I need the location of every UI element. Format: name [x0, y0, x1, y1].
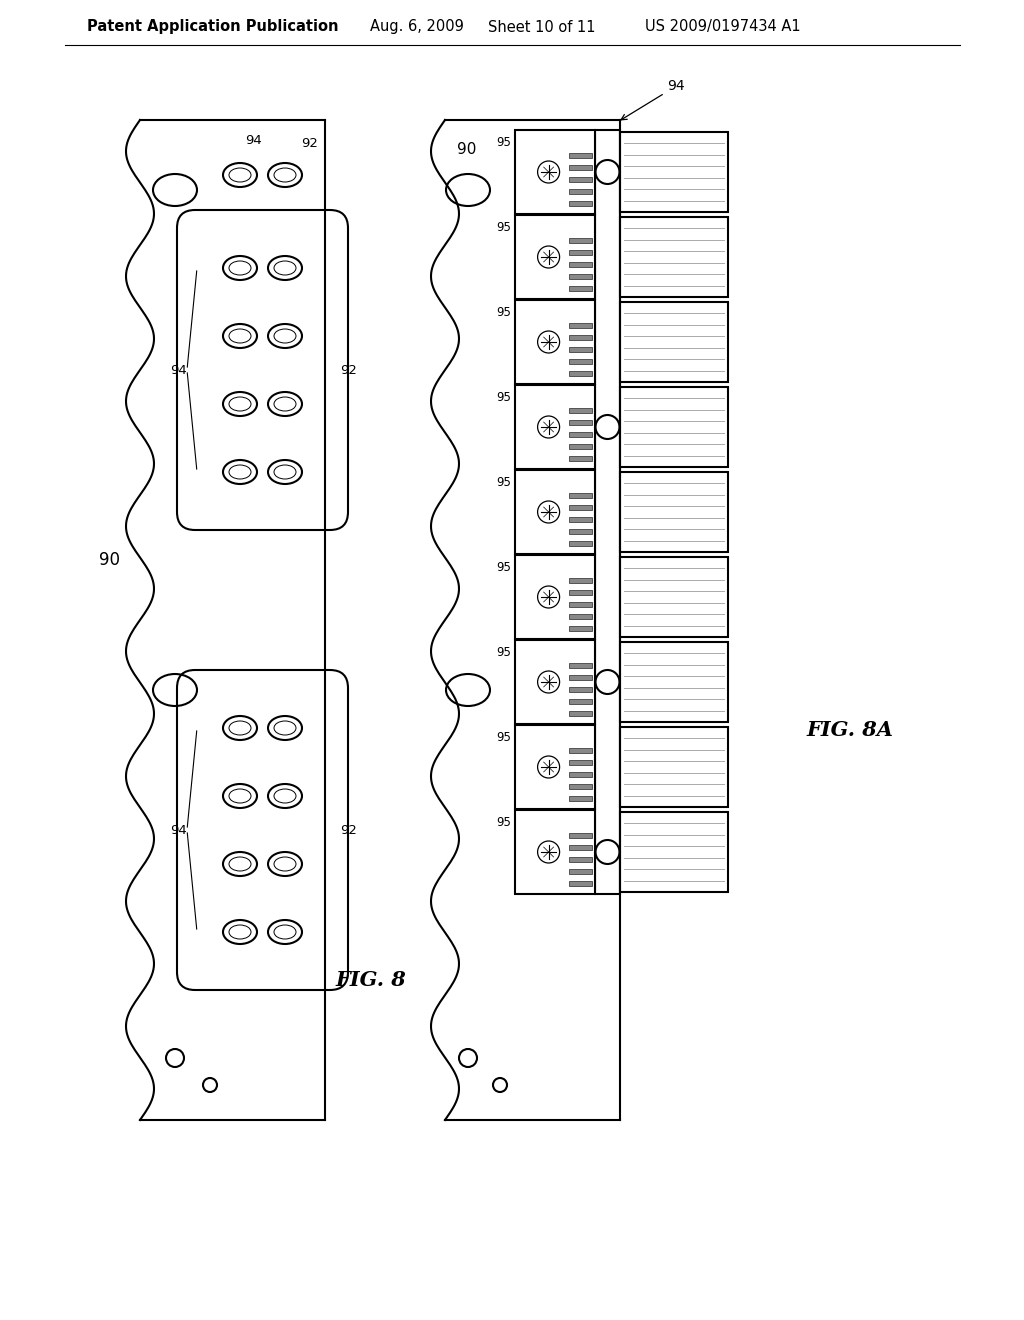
Bar	[569, 323, 592, 327]
Text: 95: 95	[496, 220, 511, 234]
Bar	[620, 727, 728, 807]
Bar	[569, 444, 592, 449]
Bar	[569, 880, 592, 886]
Bar	[569, 455, 592, 461]
Bar	[569, 347, 592, 352]
Bar	[569, 626, 592, 631]
Bar	[569, 420, 592, 425]
Text: 94: 94	[170, 363, 187, 376]
Text: 94: 94	[245, 135, 262, 147]
Bar	[569, 845, 592, 850]
Text: 92: 92	[340, 824, 357, 837]
Bar	[569, 177, 592, 182]
Text: Sheet 10 of 11: Sheet 10 of 11	[488, 20, 596, 34]
Bar	[569, 238, 592, 243]
Text: 90: 90	[99, 550, 121, 569]
Bar	[620, 132, 728, 213]
Bar	[569, 663, 592, 668]
Bar	[515, 554, 595, 639]
Bar	[569, 165, 592, 170]
Bar	[569, 590, 592, 595]
Bar	[569, 261, 592, 267]
Bar	[569, 711, 592, 715]
Bar	[569, 408, 592, 413]
Bar	[569, 602, 592, 607]
Text: 95: 95	[496, 816, 511, 829]
Bar	[569, 371, 592, 376]
Bar	[569, 359, 592, 364]
Bar	[620, 216, 728, 297]
Bar	[569, 614, 592, 619]
Text: 95: 95	[496, 477, 511, 488]
Bar	[620, 387, 728, 467]
Bar	[569, 772, 592, 777]
Text: FIG. 8A: FIG. 8A	[807, 719, 894, 741]
Bar	[569, 796, 592, 801]
Bar	[569, 335, 592, 341]
Text: 95: 95	[496, 391, 511, 404]
Bar	[569, 275, 592, 279]
Text: 90: 90	[457, 143, 476, 157]
Bar	[569, 529, 592, 535]
Bar	[569, 675, 592, 680]
Bar	[515, 725, 595, 809]
Bar	[569, 869, 592, 874]
Bar	[569, 517, 592, 521]
Bar	[515, 640, 595, 723]
Bar	[620, 473, 728, 552]
Bar	[569, 189, 592, 194]
Bar	[569, 784, 592, 789]
Bar	[569, 506, 592, 510]
Text: 95: 95	[496, 136, 511, 149]
Bar	[569, 153, 592, 158]
Bar	[515, 300, 595, 384]
Text: 94: 94	[622, 79, 685, 120]
Bar	[515, 470, 595, 554]
Bar	[569, 201, 592, 206]
Text: 95: 95	[496, 731, 511, 744]
Text: 92: 92	[301, 137, 317, 150]
Bar	[569, 748, 592, 752]
Bar	[620, 812, 728, 892]
Bar	[569, 686, 592, 692]
Text: 94: 94	[170, 824, 187, 837]
Bar	[569, 700, 592, 704]
Text: 95: 95	[496, 645, 511, 659]
Bar	[569, 432, 592, 437]
Text: 95: 95	[496, 306, 511, 319]
Bar	[569, 760, 592, 766]
Bar	[569, 286, 592, 290]
Bar	[569, 492, 592, 498]
Bar	[515, 215, 595, 300]
Bar	[620, 302, 728, 381]
Bar	[569, 833, 592, 838]
Bar	[515, 129, 595, 214]
Bar	[569, 857, 592, 862]
Bar	[569, 578, 592, 583]
Text: FIG. 8: FIG. 8	[335, 970, 406, 990]
Bar	[569, 249, 592, 255]
Text: Aug. 6, 2009: Aug. 6, 2009	[370, 20, 464, 34]
Bar	[515, 385, 595, 469]
Text: 92: 92	[340, 363, 357, 376]
Bar	[515, 810, 595, 894]
Text: Patent Application Publication: Patent Application Publication	[87, 20, 339, 34]
Bar	[620, 557, 728, 638]
Bar	[595, 129, 620, 894]
Bar	[620, 642, 728, 722]
Text: US 2009/0197434 A1: US 2009/0197434 A1	[645, 20, 801, 34]
Bar	[569, 541, 592, 546]
Text: 95: 95	[496, 561, 511, 574]
